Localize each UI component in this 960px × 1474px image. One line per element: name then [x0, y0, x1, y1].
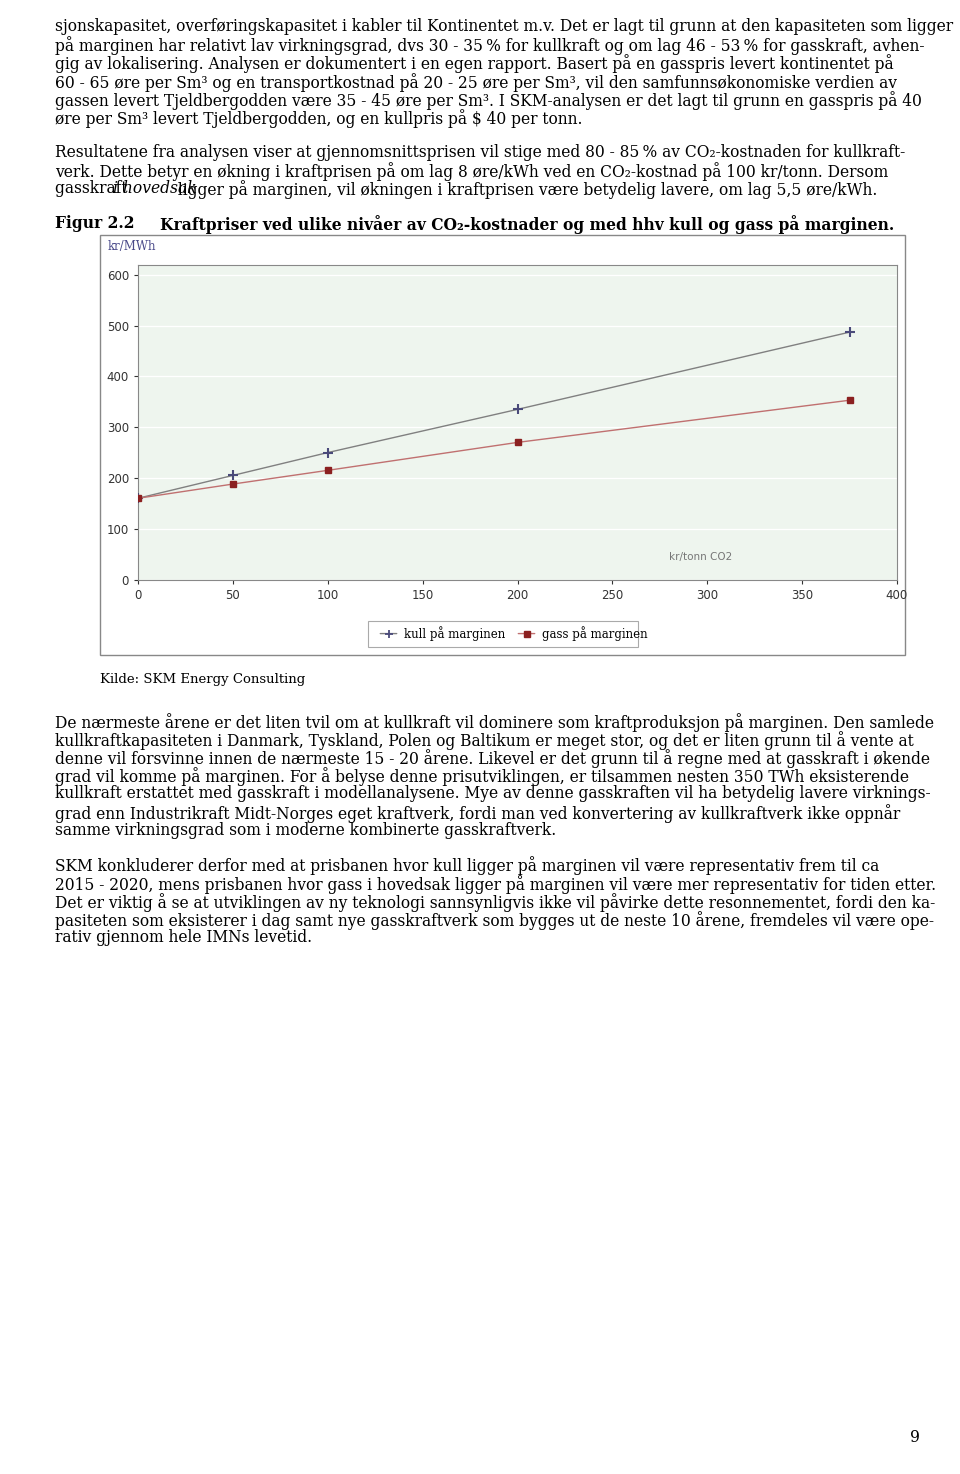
- Text: SKM konkluderer derfor med at prisbanen hvor kull ligger på marginen vil være re: SKM konkluderer derfor med at prisbanen …: [55, 856, 879, 876]
- Bar: [368, 621, 637, 647]
- Text: Kilde: SKM Energy Consulting: Kilde: SKM Energy Consulting: [100, 672, 305, 685]
- Text: kullkraft erstattet med gasskraft i modellanalysene. Mye av denne gasskraften vi: kullkraft erstattet med gasskraft i mode…: [55, 786, 930, 802]
- Text: gass på marginen: gass på marginen: [541, 626, 647, 641]
- Text: i hovedsak: i hovedsak: [113, 180, 197, 198]
- Text: kull på marginen: kull på marginen: [403, 626, 505, 641]
- Text: øre per Sm³ levert Tjeldbergodden, og en kullpris på $ 40 per tonn.: øre per Sm³ levert Tjeldbergodden, og en…: [55, 109, 583, 128]
- Bar: [100, 234, 905, 654]
- Text: 60 - 65 øre per Sm³ og en transportkostnad på 20 - 25 øre per Sm³, vil den samfu: 60 - 65 øre per Sm³ og en transportkostn…: [55, 72, 897, 91]
- Text: ligger på marginen, vil økningen i kraftprisen være betydelig lavere, om lag 5,5: ligger på marginen, vil økningen i kraft…: [173, 180, 877, 199]
- Text: samme virkningsgrad som i moderne kombinerte gasskraftverk.: samme virkningsgrad som i moderne kombin…: [55, 822, 556, 839]
- Text: 2015 - 2020, mens prisbanen hvor gass i hovedsak ligger på marginen vil være mer: 2015 - 2020, mens prisbanen hvor gass i …: [55, 874, 936, 893]
- Text: verk. Dette betyr en økning i kraftprisen på om lag 8 øre/kWh ved en CO₂-kostnad: verk. Dette betyr en økning i kraftprise…: [55, 162, 888, 181]
- Text: gassen levert Tjeldbergodden være 35 - 45 øre per Sm³. I SKM-analysen er det lag: gassen levert Tjeldbergodden være 35 - 4…: [55, 91, 922, 109]
- Text: sjonskapasitet, overføringskapasitet i kabler til Kontinentet m.v. Det er lagt t: sjonskapasitet, overføringskapasitet i k…: [55, 18, 953, 35]
- Text: kr/MWh: kr/MWh: [108, 240, 156, 252]
- Text: kullkraftkapasiteten i Danmark, Tyskland, Polen og Baltikum er meget stor, og de: kullkraftkapasiteten i Danmark, Tyskland…: [55, 731, 914, 750]
- Text: De nærmeste årene er det liten tvil om at kullkraft vil dominere som kraftproduk: De nærmeste årene er det liten tvil om a…: [55, 712, 934, 731]
- Text: grad enn Industrikraft Midt-Norges eget kraftverk, fordi man ved konvertering av: grad enn Industrikraft Midt-Norges eget …: [55, 803, 900, 822]
- Text: denne vil forsvinne innen de nærmeste 15 - 20 årene. Likevel er det grunn til å : denne vil forsvinne innen de nærmeste 15…: [55, 749, 930, 768]
- Text: pasiteten som eksisterer i dag samt nye gasskraftverk som bygges ut de neste 10 : pasiteten som eksisterer i dag samt nye …: [55, 911, 934, 930]
- Text: gig av lokalisering. Analysen er dokumentert i en egen rapport. Basert på en gas: gig av lokalisering. Analysen er dokumen…: [55, 55, 894, 74]
- Text: rativ gjennom hele IMNs levetid.: rativ gjennom hele IMNs levetid.: [55, 929, 312, 946]
- Text: grad vil komme på marginen. For å belyse denne prisutviklingen, er tilsammen nes: grad vil komme på marginen. For å belyse…: [55, 768, 909, 786]
- Text: Det er viktig å se at utviklingen av ny teknologi sannsynligvis ikke vil påvirke: Det er viktig å se at utviklingen av ny …: [55, 893, 935, 912]
- Text: 9: 9: [910, 1428, 920, 1446]
- Text: Kraftpriser ved ulike nivåer av CO₂-kostnader og med hhv kull og gass på margine: Kraftpriser ved ulike nivåer av CO₂-kost…: [160, 215, 895, 233]
- Text: Resultatene fra analysen viser at gjennomsnittsprisen vil stige med 80 - 85 % av: Resultatene fra analysen viser at gjenno…: [55, 143, 905, 161]
- Text: på marginen har relativt lav virkningsgrad, dvs 30 - 35 % for kullkraft og om la: på marginen har relativt lav virkningsgr…: [55, 37, 924, 55]
- Text: Figur 2.2: Figur 2.2: [55, 215, 134, 231]
- Text: kr/tonn CO2: kr/tonn CO2: [669, 551, 732, 562]
- Text: gasskraft: gasskraft: [55, 180, 132, 198]
